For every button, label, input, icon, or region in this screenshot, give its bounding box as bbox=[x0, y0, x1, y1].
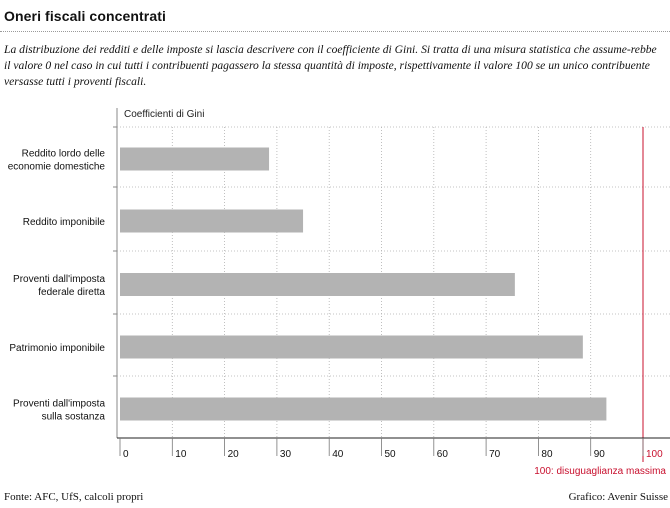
bar bbox=[120, 147, 270, 171]
x-tick-label: 40 bbox=[332, 449, 344, 460]
x-tick-label: 100 bbox=[646, 449, 663, 460]
chart-title: Oneri fiscali concentrati bbox=[4, 8, 166, 24]
x-tick-label: 30 bbox=[280, 449, 292, 460]
x-tick-label: 0 bbox=[123, 449, 129, 460]
category-label: Reddito imponibile bbox=[23, 217, 106, 228]
intro-paragraph: La distribuzione dei redditi e delle imp… bbox=[4, 43, 657, 88]
x-tick-label: 20 bbox=[228, 449, 240, 460]
category-label: Patrimonio imponibile bbox=[9, 343, 105, 354]
title-divider bbox=[0, 31, 670, 32]
bar bbox=[120, 397, 607, 421]
bar bbox=[120, 209, 304, 233]
bar bbox=[120, 335, 583, 359]
x-tick-label: 60 bbox=[437, 449, 449, 460]
source-note: Fonte: AFC, UfS, calcoli propri bbox=[4, 491, 144, 503]
x-tick-label: 50 bbox=[385, 449, 397, 460]
x-tick-label: 80 bbox=[541, 449, 553, 460]
x-tick-label: 10 bbox=[175, 449, 187, 460]
bar bbox=[120, 273, 515, 296]
category-label: Proventi dall'imposta federale diretta bbox=[13, 274, 105, 298]
x-tick-label: 90 bbox=[594, 449, 606, 460]
reference-label: 100: disuguaglianza massima bbox=[534, 466, 666, 477]
credit-note: Grafico: Avenir Suisse bbox=[568, 491, 668, 503]
category-label: Proventi dall'imposta sulla sostanza bbox=[13, 399, 105, 423]
x-tick-label: 70 bbox=[489, 449, 501, 460]
category-label: Reddito lordo delle economie domestiche bbox=[8, 149, 106, 173]
chart-subtitle: Coefficienti di Gini bbox=[124, 109, 204, 120]
